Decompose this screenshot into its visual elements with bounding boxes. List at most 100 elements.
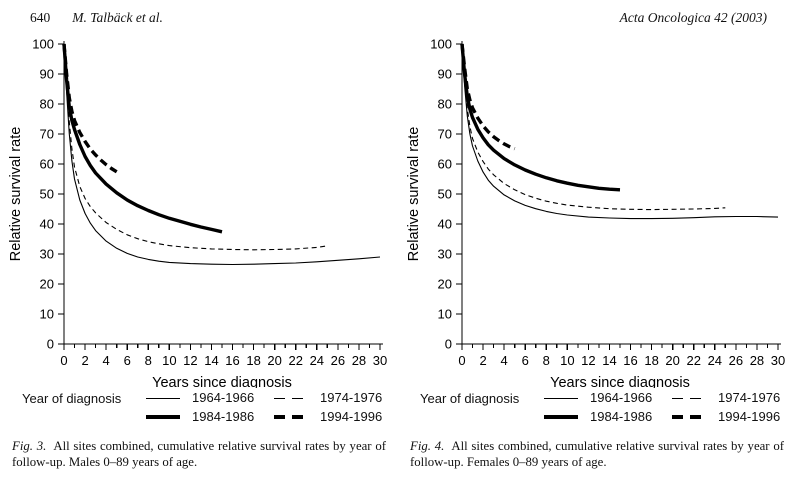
x-tick-label: 20 bbox=[665, 353, 679, 368]
page-header: 640 M. Talbäck et al. Acta Oncologica 42… bbox=[0, 0, 799, 26]
x-tick-label: 0 bbox=[458, 353, 465, 368]
series-line-1994-1996 bbox=[460, 43, 516, 151]
y-tick-label: 90 bbox=[40, 67, 54, 82]
legend-label-1994-1996: 1994-1996 bbox=[320, 409, 383, 424]
series-line-1984-1986 bbox=[460, 43, 621, 192]
x-tick-label: 28 bbox=[352, 353, 366, 368]
axes bbox=[58, 41, 383, 350]
y-tick-label: 60 bbox=[40, 157, 54, 172]
x-tick-label: 20 bbox=[267, 353, 281, 368]
series-line-1994-1996 bbox=[62, 43, 118, 174]
x-tick-label: 28 bbox=[750, 353, 764, 368]
y-axis-label: Relative survival rate bbox=[8, 127, 24, 262]
y-tick-label: 70 bbox=[438, 127, 452, 142]
x-tick-label: 8 bbox=[543, 353, 550, 368]
y-tick-label: 40 bbox=[438, 217, 452, 232]
chart-legend: Year of diagnosis 1964-1966 1974-1976 19… bbox=[404, 390, 792, 425]
y-tick-label: 10 bbox=[438, 307, 452, 322]
y-tick-label: 90 bbox=[438, 67, 452, 82]
y-tick-label: 0 bbox=[47, 337, 54, 352]
thick-dashed-line-swatch bbox=[274, 409, 310, 425]
series-line-1964-1966 bbox=[63, 43, 381, 266]
y-tick-label: 30 bbox=[438, 247, 452, 262]
figure-3-caption-text: All sites combined, cumulative relative … bbox=[12, 439, 386, 470]
x-tick-label: 10 bbox=[560, 353, 574, 368]
chart-legend: Year of diagnosis 1964-1966 1974-1976 19… bbox=[6, 390, 394, 425]
x-tick-label: 12 bbox=[183, 353, 197, 368]
legend-label-1974-1976: 1974-1976 bbox=[718, 390, 781, 405]
y-tick-label: 80 bbox=[438, 97, 452, 112]
legend-entries: 1964-1966 1974-1976 1984-1986 1994-1996 bbox=[544, 390, 790, 425]
y-tick-label: 60 bbox=[438, 157, 452, 172]
x-tick-label: 16 bbox=[623, 353, 637, 368]
x-axis-label: Years since diagnosis bbox=[152, 375, 292, 388]
x-tick-label: 26 bbox=[331, 353, 345, 368]
x-tick-label: 14 bbox=[204, 353, 218, 368]
x-tick-label: 6 bbox=[522, 353, 529, 368]
y-tick-label: 10 bbox=[40, 307, 54, 322]
x-tick-label: 22 bbox=[288, 353, 302, 368]
x-tick-label: 18 bbox=[246, 353, 260, 368]
thin-dashed-line-swatch bbox=[672, 390, 708, 406]
thin-dashed-line-swatch bbox=[274, 390, 310, 406]
figure-4-caption-text: All sites combined, cumulative relative … bbox=[410, 439, 784, 470]
x-tick-label: 30 bbox=[771, 353, 785, 368]
x-tick-label: 30 bbox=[373, 353, 387, 368]
series-line-1984-1986 bbox=[62, 43, 223, 234]
x-tick-label: 24 bbox=[310, 353, 324, 368]
legend-label-1964-1966: 1964-1966 bbox=[192, 390, 255, 405]
x-tick-label: 10 bbox=[162, 353, 176, 368]
y-tick-label: 50 bbox=[40, 187, 54, 202]
x-tick-label: 26 bbox=[729, 353, 743, 368]
x-tick-label: 8 bbox=[145, 353, 152, 368]
thin-solid-line-swatch bbox=[146, 390, 182, 406]
y-tick-label: 40 bbox=[40, 217, 54, 232]
x-tick-label: 24 bbox=[708, 353, 722, 368]
y-tick-label: 20 bbox=[438, 277, 452, 292]
journal-reference: Acta Oncologica 42 (2003) bbox=[619, 10, 767, 25]
figure-3-caption: Fig. 3. All sites combined, cumulative re… bbox=[6, 438, 394, 471]
series-line-1974-1976 bbox=[63, 43, 328, 251]
y-axis-label: Relative survival rate bbox=[406, 127, 422, 262]
x-tick-label: 6 bbox=[124, 353, 131, 368]
x-tick-label: 22 bbox=[686, 353, 700, 368]
x-tick-label: 2 bbox=[479, 353, 486, 368]
y-tick-label: 80 bbox=[40, 97, 54, 112]
figure-3-number: Fig. 3. bbox=[12, 439, 47, 453]
y-tick-label: 30 bbox=[40, 247, 54, 262]
series-line-1974-1976 bbox=[461, 43, 726, 211]
legend-label-1984-1986: 1984-1986 bbox=[590, 409, 653, 424]
thick-solid-line-swatch bbox=[544, 409, 580, 425]
x-tick-label: 12 bbox=[581, 353, 595, 368]
x-tick-label: 4 bbox=[501, 353, 508, 368]
x-axis-label: Years since diagnosis bbox=[550, 375, 690, 388]
x-tick-label: 14 bbox=[602, 353, 616, 368]
y-tick-label: 100 bbox=[32, 37, 54, 52]
page-number: 640 bbox=[30, 10, 51, 25]
figure-4-females: 0 10 20 30 40 50 60 70 80 90 100 0 2 4 6 8 10 12 14 16 18 20 2… bbox=[404, 28, 792, 471]
running-author: M. Talbäck et al. bbox=[72, 10, 163, 25]
figures-row: 0 10 20 30 40 50 60 70 80 90 100 0 2 4 6 8 10 12 14 16 18 20 2… bbox=[0, 28, 799, 471]
x-tick-label: 2 bbox=[81, 353, 88, 368]
y-tick-label: 50 bbox=[438, 187, 452, 202]
legend-entries: 1964-1966 1974-1976 1984-1986 1994-1996 bbox=[146, 390, 392, 425]
y-tick-label: 20 bbox=[40, 277, 54, 292]
thick-dashed-line-swatch bbox=[672, 409, 708, 425]
y-tick-label: 70 bbox=[40, 127, 54, 142]
thin-solid-line-swatch bbox=[544, 390, 580, 406]
figure-4-caption: Fig. 4. All sites combined, cumulative re… bbox=[404, 438, 792, 471]
legend-label-1974-1976: 1974-1976 bbox=[320, 390, 383, 405]
axes bbox=[456, 41, 781, 350]
y-tick-label: 100 bbox=[430, 37, 452, 52]
series-line-1964-1966 bbox=[461, 43, 779, 220]
figure-4-number: Fig. 4. bbox=[410, 439, 445, 453]
legend-label-1984-1986: 1984-1986 bbox=[192, 409, 255, 424]
x-tick-label: 16 bbox=[225, 353, 239, 368]
x-tick-label: 18 bbox=[644, 353, 658, 368]
figure-3-males: 0 10 20 30 40 50 60 70 80 90 100 0 2 4 6 8 10 12 14 16 18 20 2… bbox=[6, 28, 394, 471]
legend-title: Year of diagnosis bbox=[22, 391, 122, 406]
y-tick-label: 0 bbox=[445, 337, 452, 352]
